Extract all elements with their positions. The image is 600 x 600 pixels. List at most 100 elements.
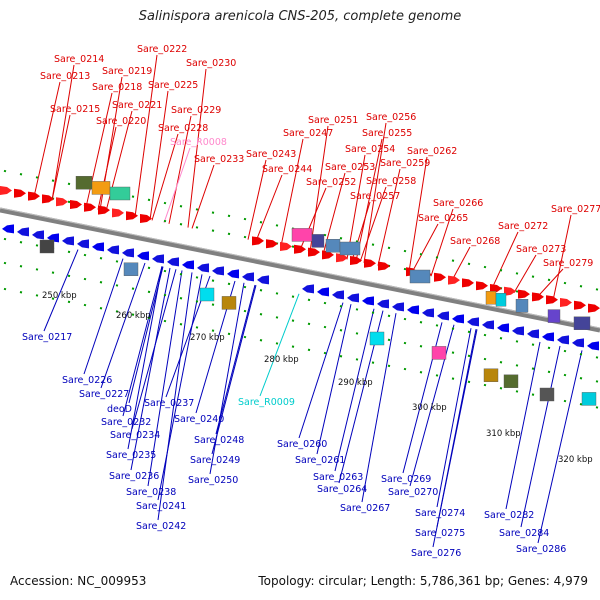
tick-dash — [179, 223, 183, 226]
tick-dash — [147, 198, 151, 202]
forward-gene-label: Sare_0265 — [418, 213, 468, 224]
forward-gene-arrow — [476, 281, 488, 291]
leader-line — [187, 68, 207, 228]
leader-line — [97, 126, 117, 210]
reverse-gene-arrow — [332, 290, 344, 300]
forward-gene-arrow — [322, 250, 334, 260]
tick-dash — [211, 329, 215, 332]
tick-dash — [563, 399, 567, 403]
leader-line — [552, 214, 572, 301]
genome-summary-text: Topology: circular; Length: 5,786,361 bp… — [258, 574, 588, 588]
tick-dash — [499, 361, 503, 364]
tick-dash — [403, 249, 407, 253]
forward-gene-label: Sare_0259 — [380, 158, 430, 169]
scale-label: 300 kbp — [412, 403, 447, 413]
forward-gene-box — [409, 269, 431, 284]
forward-gene-arrow — [294, 244, 306, 254]
tick-dash — [259, 339, 263, 342]
tick-dash — [435, 374, 439, 377]
tick-dash — [19, 291, 23, 294]
tick-dash — [243, 235, 247, 239]
forward-gene-label: Sare_0258 — [366, 176, 416, 187]
tick-dash — [403, 367, 407, 371]
forward-gene-arrow — [126, 211, 138, 221]
forward-gene-arrow — [112, 208, 124, 218]
tick-dash — [483, 333, 487, 337]
leader-line — [215, 284, 256, 435]
leader-line — [334, 308, 375, 472]
scale-label: 270 kbp — [190, 333, 225, 343]
tick-dash — [147, 316, 151, 320]
reverse-gene-arrow — [512, 326, 524, 336]
forward-gene-label: Sare_0252 — [306, 177, 356, 188]
leader-line — [157, 274, 203, 501]
tick-dash — [99, 281, 103, 284]
forward-gene-arrow — [42, 194, 54, 204]
forward-gene-box — [109, 186, 131, 201]
forward-gene-arrow — [140, 214, 152, 223]
tick-dash — [163, 293, 167, 297]
leader-line — [361, 313, 397, 503]
forward-gene-arrow — [280, 242, 292, 251]
leader-line — [127, 266, 163, 450]
forward-gene-label: Sare_0219 — [102, 66, 152, 77]
tick-dash — [307, 348, 311, 352]
forward-gene-label: Sare_0213 — [40, 71, 90, 82]
tick-dash — [451, 377, 455, 380]
reverse-gene-arrow — [437, 311, 449, 321]
scale-label: 320 kbp — [558, 455, 593, 465]
reverse-gene-label: Sare_0240 — [174, 414, 224, 425]
forward-gene-label: Sare_0233 — [194, 154, 244, 165]
leader-line — [100, 262, 146, 389]
reverse-gene-arrow — [572, 338, 584, 348]
reverse-gene-arrow — [497, 323, 509, 333]
tick-dash — [147, 290, 151, 294]
tick-dash — [451, 351, 455, 354]
tick-dash — [115, 310, 119, 313]
forward-gene-label: Sare_0268 — [450, 236, 500, 247]
tick-dash — [227, 214, 231, 218]
reverse-gene-label: Sare_0238 — [126, 487, 176, 498]
tick-dash — [451, 327, 455, 330]
forward-gene-box — [485, 291, 497, 305]
reverse-gene-arrow — [557, 335, 569, 345]
forward-gene-box — [75, 175, 93, 190]
reverse-gene-arrow — [77, 239, 89, 249]
tick-dash — [387, 246, 391, 250]
leader-line — [247, 159, 267, 240]
tick-dash — [291, 319, 295, 322]
tick-dash — [83, 253, 87, 257]
reverse-gene-arrow — [467, 317, 479, 327]
forward-gene-arrow — [532, 292, 544, 302]
tick-dash — [179, 323, 183, 326]
reverse-gene-box — [123, 262, 139, 276]
tick-dash — [67, 300, 71, 304]
tick-dash — [275, 342, 279, 345]
reverse-gene-arrow — [347, 293, 359, 303]
leader-line — [255, 174, 283, 242]
forward-gene-label: Sare_0272 — [498, 221, 548, 232]
tick-dash — [67, 200, 71, 204]
tick-dash — [355, 332, 359, 335]
reverse-gene-label: Sare_0264 — [317, 484, 367, 495]
forward-gene-label: Sare_0230 — [186, 58, 236, 69]
tick-dash — [35, 268, 39, 271]
tick-dash — [419, 321, 423, 324]
backbone-highlight — [0, 207, 600, 329]
forward-gene-arrow — [546, 295, 558, 305]
reverse-gene-label: Sare_0250 — [188, 475, 238, 486]
reverse-gene-arrow — [317, 287, 329, 297]
reverse-gene-label: Sare_0286 — [516, 544, 566, 555]
forward-gene-arrow — [98, 205, 110, 215]
reverse-gene-label: Sare_0276 — [411, 548, 461, 559]
leader-line — [411, 223, 439, 273]
tick-dash — [531, 275, 535, 278]
tick-dash — [339, 305, 343, 308]
tick-dash — [211, 211, 215, 214]
forward-gene-label: Sare_0228 — [158, 123, 208, 134]
leader-line — [130, 267, 171, 471]
reverse-gene-label: Sare_0235 — [106, 450, 156, 461]
reverse-gene-arrow — [452, 314, 464, 324]
